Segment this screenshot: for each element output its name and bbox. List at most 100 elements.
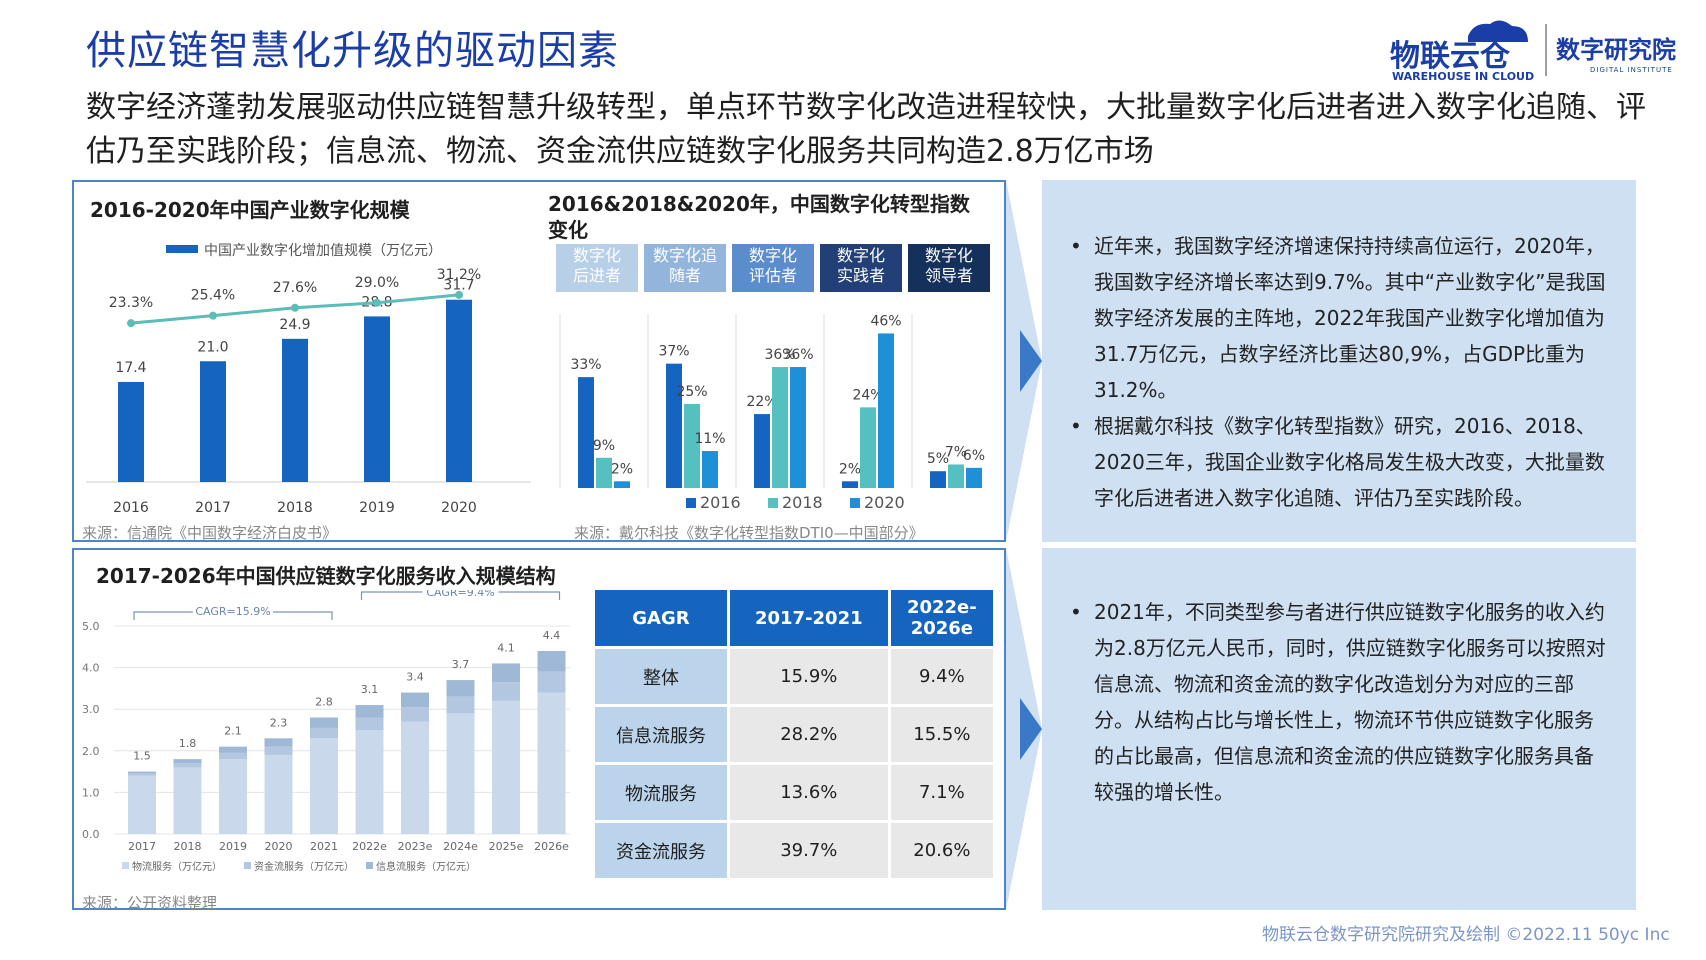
chart1-line-label: 23.3% (109, 295, 153, 311)
chart2-legend-label: 2016 (700, 493, 741, 512)
insight-bullet-3: 2021年，不同类型参与者进行供应链数字化服务的收入约为2.8万亿元人民币，同时… (1066, 594, 1610, 810)
table-row-label: 信息流服务 (595, 707, 727, 762)
insight-panel-bottom: 2021年，不同类型参与者进行供应链数字化服务的收入约为2.8万亿元人民币，同时… (1042, 548, 1636, 910)
chart1-legend-label: 中国产业数字化增加值规模（万亿元） (204, 243, 442, 259)
chart1-line-label: 29.0% (355, 275, 399, 291)
chart2-bar (666, 363, 682, 488)
chart3-bar-segment (401, 707, 429, 722)
chart3-legend-swatch (244, 862, 251, 869)
chart1-line-point (209, 311, 217, 320)
chart3-bar-segment (492, 700, 520, 834)
chart2-bar-label: 6% (963, 448, 985, 464)
chart3-x-tick: 2023e (398, 840, 433, 853)
chart1-line-label: 25.4% (191, 288, 235, 304)
chart2-bar-label: 46% (870, 313, 901, 329)
chart3-bar-segment (219, 759, 247, 834)
chart3-bar-segment (264, 746, 293, 755)
chart3-total-label: 4.4 (543, 629, 561, 642)
insight-bullet-2: 根据戴尔科技《数字化转型指数》研究，2016、2018、2020三年，我国企业数… (1066, 408, 1610, 516)
table-row: 信息流服务 28.2% 15.5% (595, 707, 993, 762)
chart3-x-tick: 2025e (489, 840, 524, 853)
chart3-bar-segment (537, 650, 566, 672)
chart2-title-line1: 2016&2018&2020年，中国数字化转型指数 (548, 192, 970, 216)
chart3-x-tick: 2018 (174, 840, 202, 853)
chart3-total-label: 3.1 (361, 683, 379, 696)
chart3-bar-segment (173, 763, 202, 768)
chart3-bar-segment (446, 696, 475, 714)
chart3-bar-segment (401, 692, 429, 708)
page-subtitle: 数字经济蓬勃发展驱动供应链智慧升级转型，单点环节数字化改造进程较快，大批量数字化… (86, 90, 1646, 169)
chart3-y-tick: 5.0 (82, 620, 100, 633)
chart3-y-tick: 0.0 (82, 828, 100, 841)
chart3-legend-swatch (366, 862, 373, 869)
chart3-bar-segment (446, 680, 475, 697)
chart3-bar-segment (219, 746, 247, 753)
digital-institute-logo-sub: DIGITAL INSTITUTE (1590, 66, 1673, 74)
chart1-bar (364, 316, 390, 482)
chart3-total-label: 1.5 (133, 750, 151, 763)
chart3-bar-segment (310, 717, 338, 728)
chart3-x-tick: 2024e (443, 840, 478, 853)
chart2-bar-label: 24% (852, 387, 883, 403)
chart2-bar (930, 471, 946, 488)
chart3-cagr-label: CAGR=15.9% (195, 605, 270, 618)
chart2-category-tag: 数字化 领导者 (908, 244, 990, 292)
chart2-bar (790, 367, 806, 488)
chart3-total-label: 3.7 (452, 658, 470, 671)
chart3-source: 来源：公开资料整理 (82, 894, 218, 912)
chart3-bar-segment (355, 705, 384, 718)
arrow-connector-top (1006, 180, 1042, 542)
chart3-bar-segment (264, 754, 293, 834)
table-row-label: 整体 (595, 649, 727, 704)
table-row: 整体 15.9% 9.4% (595, 649, 993, 704)
chart3-x-tick: 2019 (219, 840, 247, 853)
chart3-bar-segment (446, 713, 475, 834)
chart3-total-label: 4.1 (497, 641, 515, 654)
svg-text:WAREHOUSE IN CLOUD: WAREHOUSE IN CLOUD (1392, 70, 1534, 83)
chart1-bar-label: 17.4 (115, 360, 146, 376)
chart2-bar (966, 467, 982, 488)
footer-credit: 物联云仓数字研究院研究及绘制 ©2022.11 50yc Inc (1262, 925, 1670, 945)
page-title: 供应链智慧化升级的驱动因素 (86, 28, 619, 74)
chart1-line-point (127, 319, 135, 328)
chart3-y-tick: 1.0 (82, 786, 100, 799)
chart3-total-label: 1.8 (179, 737, 197, 750)
chart3-x-tick: 2021 (310, 840, 338, 853)
chart3-bar-segment (537, 692, 566, 834)
chart2-bar-label: 2% (839, 461, 861, 477)
chart1-source: 来源：信通院《中国数字经济白皮书》 (82, 524, 338, 542)
table-row-label: 物流服务 (595, 765, 727, 820)
chart3-bar-segment (537, 671, 566, 693)
chart2-bar (842, 481, 858, 488)
chart3-bar-segment (128, 773, 156, 776)
chart3-bar-segment (173, 767, 202, 834)
chart3-bar-segment (492, 682, 520, 701)
chart2-bar (772, 367, 788, 488)
chart2-bar (702, 451, 718, 488)
chart3-bar-segment (355, 717, 384, 730)
chart2-bar (860, 407, 876, 488)
chart3-total-label: 2.8 (315, 696, 333, 709)
table-row-label: 资金流服务 (595, 823, 727, 878)
chart3-x-tick: 2017 (128, 840, 156, 853)
chart3-x-tick: 2022e (352, 840, 387, 853)
chart1-line-point (455, 290, 463, 299)
table-cell: 15.9% (729, 649, 888, 704)
warehouse-in-cloud-logo: 物联云仓 WAREHOUSE IN CLOUD (1390, 20, 1534, 83)
chart1-title: 2016-2020年中国产业数字化规模 (90, 198, 410, 222)
chart2-legend-swatch (768, 498, 778, 508)
chart3-bar-segment (401, 721, 429, 834)
chart3-title: 2017-2026年中国供应链数字化服务收入规模结构 (96, 564, 556, 588)
chart3-cagr-label: CAGR=9.4% (426, 590, 494, 599)
chart3-bar-segment (310, 738, 338, 834)
chart3-total-label: 2.3 (270, 716, 288, 729)
chart3-y-tick: 4.0 (82, 662, 100, 675)
chart3-total-label: 3.4 (406, 671, 424, 684)
chart1-x-tick: 2016 (113, 500, 149, 516)
table-cell: 9.4% (890, 649, 993, 704)
table-row: 物流服务 13.6% 7.1% (595, 765, 993, 820)
chart2-title-line2: 变化 (548, 218, 588, 242)
table-cell: 15.5% (890, 707, 993, 762)
chart1-bar (118, 381, 144, 482)
chart2-category-tag: 数字化追 随者 (644, 244, 726, 292)
